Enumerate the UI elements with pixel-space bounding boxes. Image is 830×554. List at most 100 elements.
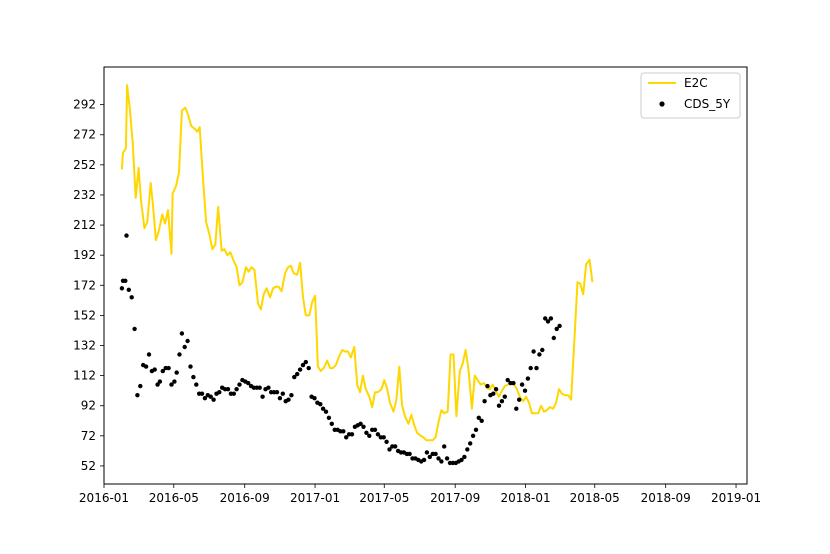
scatter-point	[260, 394, 265, 399]
x-tick-label: 2018-05	[570, 491, 620, 505]
y-tick-label: 212	[73, 218, 96, 232]
scatter-point	[505, 377, 510, 383]
scatter-point	[174, 370, 179, 375]
y-tick-label: 292	[73, 98, 96, 112]
scatter-point	[465, 447, 470, 452]
y-axis: 52 72 92 112 132 152 172 192 212 232 252 272 292	[73, 98, 104, 473]
scatter-point	[557, 323, 562, 329]
scatter-point	[421, 457, 427, 463]
scatter-point	[318, 402, 323, 407]
scatter-point	[225, 387, 231, 392]
scatter-point	[537, 352, 542, 357]
scatter-point	[138, 383, 143, 389]
y-tick-label: 192	[73, 248, 96, 262]
scatter-point	[482, 399, 487, 404]
scatter-point	[381, 435, 386, 440]
scatter-point	[341, 429, 346, 434]
scatter-point	[157, 379, 163, 384]
x-tick-label: 2017-05	[359, 491, 409, 505]
plot-frame	[103, 66, 748, 485]
scatter-point	[491, 391, 496, 396]
scatter-point	[166, 365, 171, 371]
scatter-point	[199, 391, 205, 396]
y-tick-label: 72	[81, 429, 96, 443]
series-layer	[119, 84, 594, 466]
y-tick-label: 92	[81, 399, 96, 413]
scatter-point	[169, 382, 174, 387]
scatter-point	[297, 367, 303, 372]
scatter-point	[493, 387, 499, 392]
scatter-point	[496, 403, 502, 408]
scatter-point	[306, 365, 311, 371]
scatter-point	[436, 456, 441, 461]
scatter-point	[300, 362, 306, 368]
scatter-point	[217, 390, 222, 395]
scatter-point	[387, 447, 392, 452]
scatter-point	[234, 387, 239, 392]
scatter-point	[143, 364, 149, 369]
scatter-point	[470, 433, 476, 438]
x-tick-label: 2016-09	[220, 491, 270, 505]
scatter-point	[286, 397, 291, 402]
scatter-point	[361, 424, 366, 429]
x-tick-label: 2016-05	[149, 491, 199, 505]
scatter-point	[160, 368, 165, 374]
scatter-point	[246, 380, 251, 386]
scatter-point	[407, 451, 412, 457]
scatter-point	[202, 396, 208, 401]
scatter-point	[462, 454, 467, 460]
scatter-point	[444, 456, 450, 461]
scatter-point	[231, 391, 236, 396]
scatter-point	[303, 359, 308, 365]
scatter-point	[499, 399, 505, 404]
scatter-point	[540, 347, 545, 353]
scatter-point	[274, 390, 280, 395]
scatter-point	[194, 382, 199, 387]
scatter-point	[372, 427, 378, 432]
scatter-point	[185, 338, 190, 344]
legend-e2c-label: E2C	[684, 76, 708, 90]
scatter-point	[129, 295, 134, 300]
scatter-point	[473, 427, 479, 432]
scatter-point	[188, 364, 193, 369]
scatter-point	[277, 396, 283, 401]
scatter-point	[439, 459, 444, 464]
scatter-point	[514, 406, 519, 411]
scatter-point	[292, 374, 297, 380]
x-tick-label: 2018-09	[641, 491, 691, 505]
y-tick-label: 52	[81, 459, 96, 473]
scatter-point	[280, 391, 285, 396]
scatter-point	[146, 352, 152, 357]
scatter-point	[344, 435, 349, 440]
scatter-point	[135, 393, 140, 398]
scatter-point	[329, 421, 334, 426]
scatter-point	[295, 371, 300, 377]
y-tick-label: 272	[73, 128, 96, 142]
scatter-point	[424, 450, 430, 455]
scatter-point	[543, 316, 548, 321]
scatter-point	[364, 430, 369, 435]
scatter-point	[124, 233, 129, 238]
scatter-point	[528, 365, 533, 371]
x-tick-label: 2016-01	[79, 491, 129, 505]
legend-cds-swatch	[659, 101, 665, 107]
legend: E2C CDS_5Y	[640, 72, 741, 119]
scatter-point	[172, 379, 177, 384]
scatter-point	[502, 394, 507, 399]
scatter-point	[511, 380, 516, 386]
x-tick-label: 2018-01	[500, 491, 550, 505]
scatter-point	[358, 421, 363, 426]
scatter-point	[191, 374, 196, 380]
scatter-point	[266, 385, 271, 390]
scatter-point	[349, 432, 355, 437]
x-tick-label: 2019-01	[711, 491, 761, 505]
scatter-point	[126, 287, 131, 292]
y-tick-label: 232	[73, 188, 96, 202]
scatter-point	[427, 454, 432, 460]
scatter-point	[468, 441, 473, 446]
scatter-point	[517, 397, 522, 402]
scatter-point	[155, 382, 160, 387]
scatter-point	[459, 457, 464, 463]
legend-box	[640, 72, 741, 119]
